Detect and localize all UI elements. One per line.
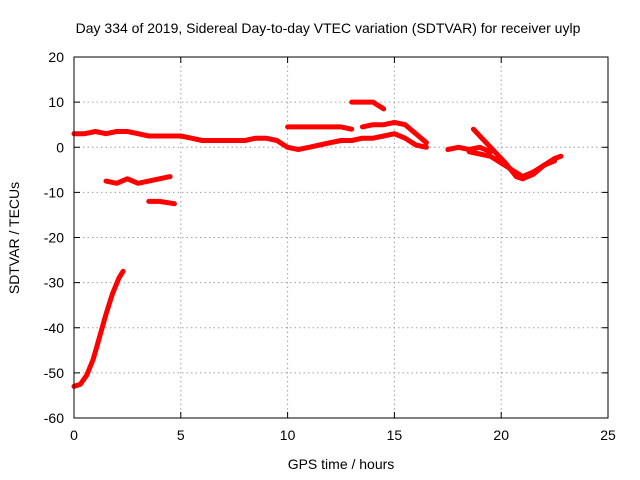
series-arc-neg12 [146, 198, 177, 207]
y-tick-label: 10 [48, 94, 64, 110]
series-arc-main [71, 129, 429, 152]
x-tick-label: 0 [70, 427, 78, 443]
y-tick-label: -30 [44, 275, 64, 291]
x-axis-label: GPS time / hours [288, 456, 395, 472]
series-arc-upper [285, 124, 355, 132]
x-tick-label: 20 [493, 427, 509, 443]
y-tick-label: 20 [48, 49, 64, 65]
chart-title: Day 334 of 2019, Sidereal Day-to-day VTE… [76, 20, 581, 36]
y-tick-label: -10 [44, 184, 64, 200]
y-axis-label: SDTVAR / TECUs [6, 182, 22, 294]
y-tick-label: -40 [44, 320, 64, 336]
y-tick-label: -50 [44, 365, 64, 381]
grid [74, 57, 608, 418]
x-tick-label: 25 [600, 427, 616, 443]
series-arc-mid15 [359, 119, 429, 146]
series-group [71, 99, 564, 389]
series-arc-steep [71, 268, 126, 389]
x-tick-label: 15 [387, 427, 403, 443]
y-tick-label: 0 [56, 139, 64, 155]
x-tick-label: 5 [177, 427, 185, 443]
ticks: 0 5 10 15 20 25 -60 -50 -40 -30 -20 -10 0 10 20 [44, 49, 616, 443]
series-arc-neg8 [103, 174, 173, 186]
x-tick-label: 10 [280, 427, 296, 443]
plot-frame [73, 56, 609, 419]
series-arc-top [349, 99, 387, 112]
series-arc-slope [470, 126, 558, 182]
y-tick-label: -60 [44, 410, 64, 426]
y-tick-label: -20 [44, 230, 64, 246]
